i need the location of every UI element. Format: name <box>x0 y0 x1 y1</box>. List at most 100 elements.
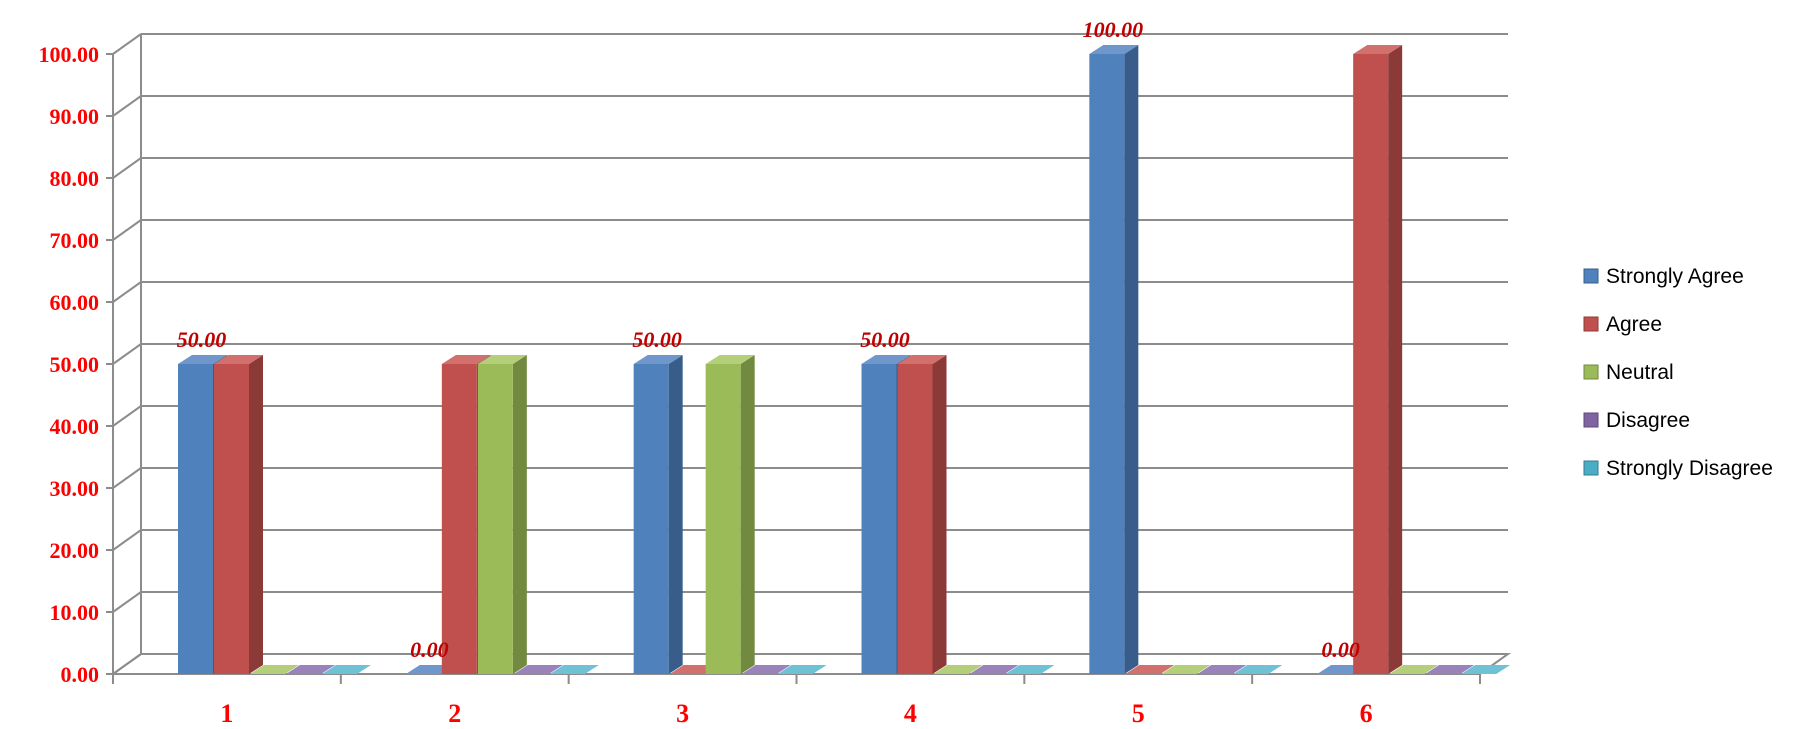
data-label: 50.00 <box>177 327 227 352</box>
bar-top <box>969 665 1019 674</box>
data-label: 0.00 <box>1321 637 1360 662</box>
axes <box>106 53 1512 684</box>
bar-top <box>1353 45 1403 54</box>
bar <box>1005 665 1055 674</box>
bar-top <box>1089 45 1139 54</box>
grid-diagonal <box>112 591 142 613</box>
y-axis-ticks: 0.00 10.00 20.00 30.00 40.00 50.00 60.00 70.00 8… <box>39 42 100 687</box>
bar-top <box>441 355 491 364</box>
bar-top <box>322 665 371 674</box>
legend-item: Disagree <box>1583 409 1690 432</box>
legend-swatch <box>1583 316 1599 332</box>
grid-diagonal <box>112 95 142 117</box>
legend-item: Strongly Agree <box>1583 265 1744 288</box>
bar-front <box>477 364 513 674</box>
bar <box>250 665 299 674</box>
bar-side <box>1388 45 1403 674</box>
bar <box>741 665 791 674</box>
bar-top <box>933 665 983 674</box>
bar-top <box>1005 665 1055 674</box>
bar-top <box>1125 665 1175 674</box>
bar-front <box>441 364 477 674</box>
bar <box>1161 665 1211 674</box>
bar <box>1425 665 1475 674</box>
bar-top <box>214 355 263 364</box>
bar <box>1389 665 1439 674</box>
bar <box>933 665 983 674</box>
bar-side <box>740 355 755 674</box>
bar <box>1197 665 1247 674</box>
bar <box>214 355 263 674</box>
y-tick-label: 50.00 <box>50 352 100 377</box>
legend-swatch <box>1583 412 1599 428</box>
bar <box>1125 665 1175 674</box>
bar-top <box>741 665 791 674</box>
bar <box>322 665 371 674</box>
x-tick-label: 3 <box>676 699 689 728</box>
bar-front <box>178 364 213 674</box>
bar <box>286 665 335 674</box>
bar-side <box>932 355 947 674</box>
bar <box>1089 45 1139 674</box>
legend-label: Strongly Agree <box>1606 265 1744 288</box>
bar-top <box>1197 665 1247 674</box>
bar-front <box>705 364 741 674</box>
bar-front <box>897 364 933 674</box>
bars <box>178 45 1511 674</box>
bar-top <box>1425 665 1475 674</box>
bar <box>969 665 1019 674</box>
x-tick-label: 2 <box>448 699 461 728</box>
bar <box>1353 45 1403 674</box>
data-label: 50.00 <box>860 327 910 352</box>
legend-label: Neutral <box>1606 361 1674 384</box>
bar-top <box>549 665 599 674</box>
bar-top <box>897 355 947 364</box>
y-tick-label: 90.00 <box>50 104 100 129</box>
y-tick-label: 70.00 <box>50 228 100 253</box>
grid-diagonal <box>112 405 142 427</box>
legend-item: Agree <box>1583 313 1662 336</box>
bar-front <box>861 364 897 674</box>
bar <box>633 355 683 674</box>
bar-top <box>513 665 563 674</box>
bar <box>477 355 527 674</box>
y-tick-label: 40.00 <box>50 414 100 439</box>
x-tick-label: 5 <box>1132 699 1145 728</box>
bar-top <box>861 355 911 364</box>
data-label: 50.00 <box>632 327 682 352</box>
x-tick-label: 6 <box>1360 699 1373 728</box>
bar-side <box>249 355 263 674</box>
bar-top <box>1233 665 1283 674</box>
bar-front <box>633 364 669 674</box>
bar <box>705 355 755 674</box>
y-tick-label: 20.00 <box>50 538 100 563</box>
grid-diagonal <box>112 219 142 241</box>
bar-side <box>1124 45 1139 674</box>
bar-top <box>286 665 335 674</box>
y-tick-label: 60.00 <box>50 290 100 315</box>
bar-top <box>1389 665 1439 674</box>
data-label: 0.00 <box>410 637 449 662</box>
grid-diagonal <box>112 281 142 303</box>
x-axis-ticks: 1 2 3 4 5 6 <box>220 699 1372 728</box>
legend-item: Strongly Disagree <box>1583 457 1773 480</box>
bar <box>1233 665 1283 674</box>
data-labels: 50.00 0.00 50.00 50.00 100.00 0.00 <box>177 17 1360 662</box>
bar-top <box>633 355 683 364</box>
grid-diagonal <box>112 529 142 551</box>
bar-side <box>512 355 527 674</box>
legend-label: Strongly Disagree <box>1606 457 1773 480</box>
legend-label: Disagree <box>1606 409 1690 432</box>
bar-top <box>777 665 827 674</box>
bar-front <box>1353 54 1389 674</box>
grid-diagonal <box>112 157 142 179</box>
bar <box>1461 665 1511 674</box>
grid-diagonal <box>112 467 142 489</box>
bar-front <box>214 364 249 674</box>
bar <box>513 665 563 674</box>
grid-diagonal <box>112 343 142 365</box>
data-label: 100.00 <box>1083 17 1144 42</box>
bar <box>777 665 827 674</box>
legend-item: Neutral <box>1583 361 1674 384</box>
